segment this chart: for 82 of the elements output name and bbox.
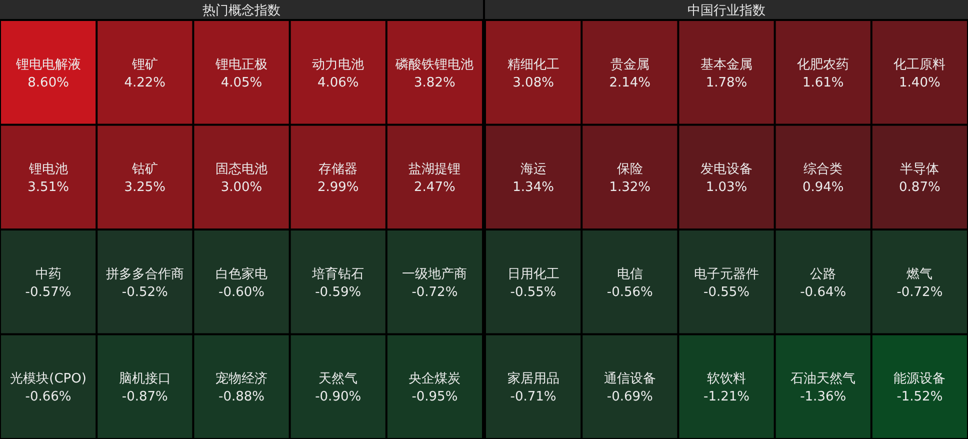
data-label: 1.61% bbox=[802, 75, 844, 90]
data-label: 4.05% bbox=[220, 75, 262, 90]
data-label: 1.40% bbox=[899, 75, 940, 90]
data-label: 3.08% bbox=[512, 75, 554, 90]
data-label: -0.60% bbox=[218, 284, 264, 300]
data-label: -0.55% bbox=[510, 284, 556, 300]
text: 热门概念指数 bbox=[202, 2, 280, 18]
data-label: -0.57% bbox=[25, 284, 72, 300]
category-label: 通信设备 bbox=[604, 372, 656, 387]
data-label: -1.21% bbox=[704, 390, 750, 405]
category-label: 海运 bbox=[520, 162, 546, 178]
data-label: 0.87% bbox=[899, 180, 940, 196]
category-label: 电子元器件 bbox=[694, 266, 759, 282]
category-label: 日用化工 bbox=[507, 266, 560, 282]
category-label: 综合类 bbox=[804, 162, 843, 178]
category-label: 锂矿 bbox=[130, 57, 158, 72]
category-label: 能源设备 bbox=[894, 372, 946, 387]
category-label: 电信 bbox=[616, 266, 643, 282]
category-label: 锂电电解液 bbox=[14, 57, 81, 72]
category-label: 化肥农药 bbox=[797, 57, 850, 72]
category-label: 光模块(CPO) bbox=[10, 372, 86, 387]
category-label: 钴矿 bbox=[130, 162, 158, 178]
category-label: 发电设备 bbox=[700, 162, 752, 178]
data-label: -0.90% bbox=[315, 390, 362, 405]
category-label: 天然气 bbox=[318, 372, 358, 387]
category-label: 公路 bbox=[810, 266, 836, 282]
data-label: 4.06% bbox=[317, 75, 359, 90]
category-label: 锂电池 bbox=[28, 162, 68, 178]
data-label: 3.25% bbox=[124, 180, 166, 196]
category-label: 化工原料 bbox=[894, 57, 946, 72]
category-label: 精细化工 bbox=[507, 57, 560, 72]
category-label: 拼多多合作商 bbox=[106, 266, 184, 282]
data-label: 4.22% bbox=[124, 75, 166, 90]
data-label: -0.69% bbox=[606, 390, 653, 405]
data-label: -0.59% bbox=[315, 284, 362, 300]
data-label: -0.87% bbox=[122, 390, 168, 405]
data-label: -0.64% bbox=[800, 284, 846, 300]
category-label: 培育钻石 bbox=[311, 266, 364, 282]
data-label: -0.52% bbox=[122, 284, 168, 300]
category-label: 动力电池 bbox=[312, 57, 364, 72]
category-label: 燃气 bbox=[906, 266, 933, 282]
data-label: 1.32% bbox=[609, 180, 651, 196]
category-label: 固态电池 bbox=[216, 162, 268, 178]
category-label: 锂电正极 bbox=[214, 57, 268, 72]
category-label: 中药 bbox=[35, 266, 62, 282]
data-label: 3.51% bbox=[28, 180, 69, 196]
data-label: -0.95% bbox=[412, 390, 458, 405]
data-label: -0.66% bbox=[25, 390, 72, 405]
text: 中国行业指数 bbox=[688, 4, 766, 18]
category-label: 脑机接口 bbox=[118, 372, 171, 387]
data-label: -0.72% bbox=[896, 284, 943, 300]
data-label: -0.55% bbox=[704, 284, 750, 300]
data-label: 2.47% bbox=[414, 180, 456, 196]
category-label: 存储器 bbox=[318, 162, 358, 178]
category-label: 磷酸铁锂电池 bbox=[394, 57, 474, 72]
data-label: 0.94% bbox=[802, 180, 844, 196]
category-label: 贵金属 bbox=[610, 57, 650, 72]
category-label: 软饮料 bbox=[707, 372, 746, 387]
category-label: 家居用品 bbox=[507, 370, 560, 387]
data-label: 3.00% bbox=[220, 180, 262, 196]
data-label: -0.88% bbox=[218, 390, 264, 405]
category-label: 保险 bbox=[616, 162, 643, 178]
category-label: 央企煤炭 bbox=[408, 372, 461, 387]
data-label: 2.14% bbox=[609, 75, 651, 90]
data-label: -1.52% bbox=[896, 390, 943, 405]
category-label: 白色家电 bbox=[216, 266, 268, 282]
data-label: 1.03% bbox=[706, 180, 748, 196]
category-label: 基本金属 bbox=[700, 57, 752, 72]
category-label: 石油天然气 bbox=[790, 372, 856, 387]
data-label: 1.78% bbox=[706, 75, 748, 90]
data-label: -0.56% bbox=[606, 284, 653, 300]
category-label: 一级地产商 bbox=[402, 266, 468, 282]
data-label: 3.82% bbox=[414, 75, 456, 90]
data-label: 8.60% bbox=[28, 75, 69, 90]
data-label: -0.71% bbox=[510, 390, 556, 405]
category-label: 盐湖提锂 bbox=[408, 162, 461, 178]
category-label: 半导体 bbox=[900, 162, 940, 178]
data-label: 2.99% bbox=[317, 180, 359, 196]
data-label: 1.34% bbox=[512, 180, 554, 196]
category-label: 宠物经济 bbox=[216, 372, 268, 387]
data-label: -0.72% bbox=[412, 284, 458, 300]
data-label: -1.36% bbox=[800, 390, 846, 405]
